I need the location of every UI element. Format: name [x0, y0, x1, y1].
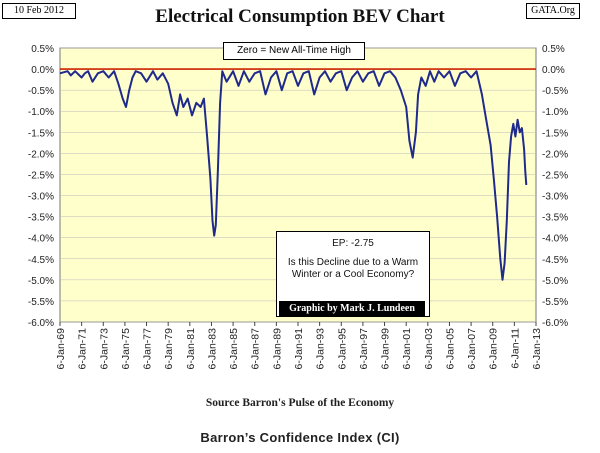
x-tick-label: 6-Jan-89: [271, 328, 283, 370]
site-label: GATA.Org: [526, 3, 580, 19]
chart-frame: 0.5% 0.0% -0.5% -1.0% -1.5% -2.0% -2.5% -3.0% -3…: [2, 3, 580, 409]
credit-label: Graphic by Mark J. Lundeen: [279, 301, 425, 317]
figure-caption: Barron’s Confidence Index (CI): [200, 430, 400, 445]
x-tick-label: 6-Jan-75: [120, 328, 132, 370]
x-tick-label: 6-Jan-13: [531, 328, 543, 370]
x-tick-label: 6-Jan-95: [336, 328, 348, 370]
y-tick-label-left: -3.0%: [28, 192, 54, 203]
y-tick-label-left: -0.5%: [28, 86, 54, 97]
x-tick-label: 6-Jan-07: [466, 328, 478, 370]
y-tick-label-left: -5.0%: [28, 276, 54, 287]
x-tick-label: 6-Jan-97: [358, 328, 370, 370]
y-tick-label-right: -4.5%: [542, 255, 568, 266]
y-tick-label-left: -4.0%: [28, 234, 54, 245]
y-tick-label-left: -6.0%: [28, 318, 54, 329]
y-tick-label-right: -5.0%: [542, 276, 568, 287]
series-line: [59, 70, 528, 281]
x-tick-label: 6-Jan-99: [380, 328, 392, 370]
ep-value: EP: -2.75: [332, 238, 374, 249]
zero-note: Zero = New All-Time High: [223, 42, 365, 60]
y-tick-label-left: -1.0%: [28, 107, 54, 118]
y-tick-label-right: 0.5%: [542, 44, 565, 55]
y-tick-label-right: -6.0%: [542, 318, 568, 329]
x-tick-label: 6-Jan-83: [206, 328, 218, 370]
y-tick-label-left: 0.0%: [31, 65, 54, 76]
chart: 0.5% 0.0% -0.5% -1.0% -1.5% -2.0% -2.5% -3.0% -3…: [28, 44, 568, 369]
y-tick-label-left: -2.5%: [28, 170, 54, 181]
y-tick-label-right: -2.0%: [542, 149, 568, 160]
y-tick-label-left: -1.5%: [28, 128, 54, 139]
y-tick-label-left: -3.5%: [28, 213, 54, 224]
y-axis-right-ticks: 0.5% 0.0% -0.5% -1.0% -1.5% -2.0% -2.5% -3.0% -3…: [542, 44, 568, 329]
y-tick-label-left: -5.5%: [28, 297, 54, 308]
y-tick-label-right: -0.5%: [542, 86, 568, 97]
y-axis-left-ticks: 0.5% 0.0% -0.5% -1.0% -1.5% -2.0% -2.5% -3.0% -3…: [28, 44, 54, 329]
x-tick-label: 6-Jan-85: [228, 328, 240, 370]
y-tick-label-right: -3.5%: [542, 213, 568, 224]
chart-title: Electrical Consumption BEV Chart: [155, 6, 445, 27]
y-tick-label-right: -3.0%: [542, 192, 568, 203]
y-tick-label-right: -1.5%: [542, 128, 568, 139]
x-tick-label: 6-Jan-87: [250, 328, 262, 370]
y-tick-label-right: -1.0%: [542, 107, 568, 118]
x-tick-label: 6-Jan-03: [423, 328, 435, 370]
x-tick-label: 6-Jan-69: [55, 328, 67, 370]
y-tick-label-right: -4.0%: [542, 234, 568, 245]
x-tick-label: 6-Jan-91: [293, 328, 305, 370]
y-tick-label-right: 0.0%: [542, 65, 565, 76]
date-label: 10 Feb 2012: [2, 3, 76, 19]
y-tick-label-left: -2.0%: [28, 149, 54, 160]
x-tick-label: 6-Jan-09: [488, 328, 500, 370]
y-tick-label-right: -2.5%: [542, 170, 568, 181]
y-tick-label-left: -4.5%: [28, 255, 54, 266]
x-tick-label: 6-Jan-73: [98, 328, 110, 370]
x-tick-label: 6-Jan-81: [185, 328, 197, 370]
x-tick-label: 6-Jan-79: [163, 328, 175, 370]
source-label: Source Barron's Pulse of the Economy: [205, 397, 395, 409]
question-text: Is this Decline due to a Warm Winter or …: [287, 257, 419, 280]
x-tick-label: 6-Jan-05: [444, 328, 456, 370]
x-tick-label: 6-Jan-93: [315, 328, 327, 370]
y-tick-label-left: 0.5%: [31, 44, 54, 55]
y-tick-label-right: -5.5%: [542, 297, 568, 308]
x-tick-label: 6-Jan-77: [142, 328, 154, 370]
x-tick-label: 6-Jan-01: [401, 328, 413, 370]
x-tick-label: 6-Jan-11: [509, 328, 521, 369]
x-tick-label: 6-Jan-71: [77, 328, 89, 370]
x-axis-ticks: 6-Jan-69 6-Jan-71 6-Jan-73 6-Jan-75 6-Jan-77…: [55, 322, 543, 369]
